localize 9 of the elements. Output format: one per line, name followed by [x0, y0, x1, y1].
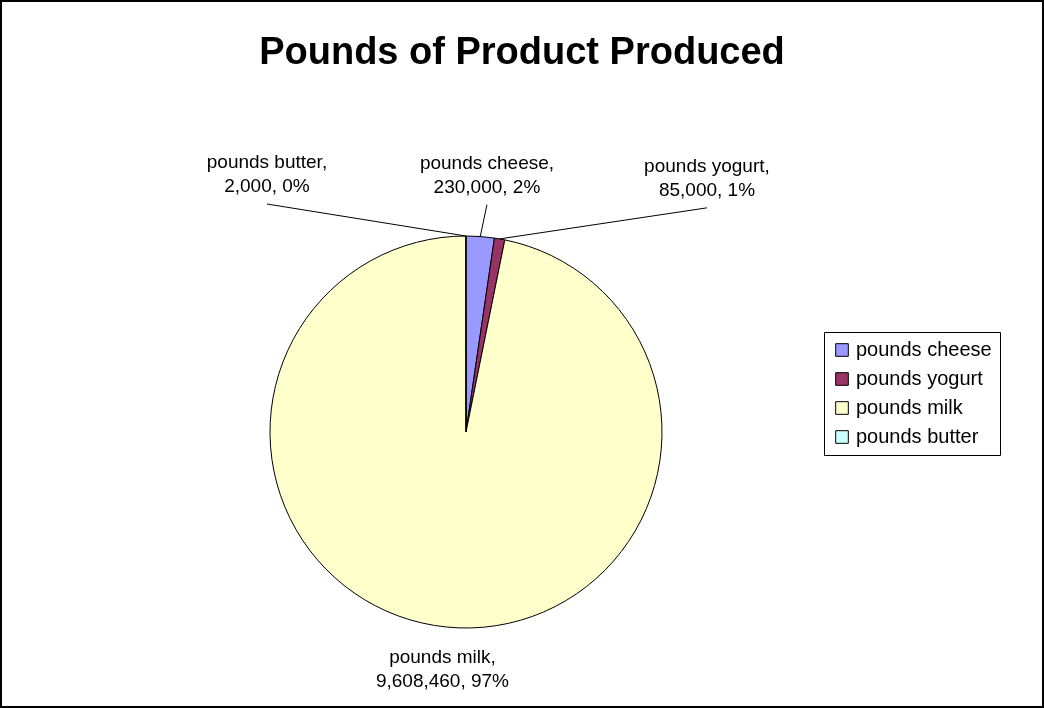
legend-label: pounds yogurt: [856, 367, 984, 389]
legend-label: pounds milk: [856, 396, 964, 418]
data-label: pounds cheese, 230,000, 2%: [419, 151, 555, 197]
data-label: pounds milk, 9,608,460, 97%: [375, 645, 510, 691]
data-label: pounds butter, 2,000, 0%: [206, 151, 328, 196]
data-label: pounds yogurt, 85,000, 1%: [644, 154, 770, 200]
chart-title: Pounds of Product Produced: [259, 30, 785, 72]
legend-label: pounds cheese: [856, 338, 992, 360]
legend-label: pounds butter: [856, 425, 979, 447]
